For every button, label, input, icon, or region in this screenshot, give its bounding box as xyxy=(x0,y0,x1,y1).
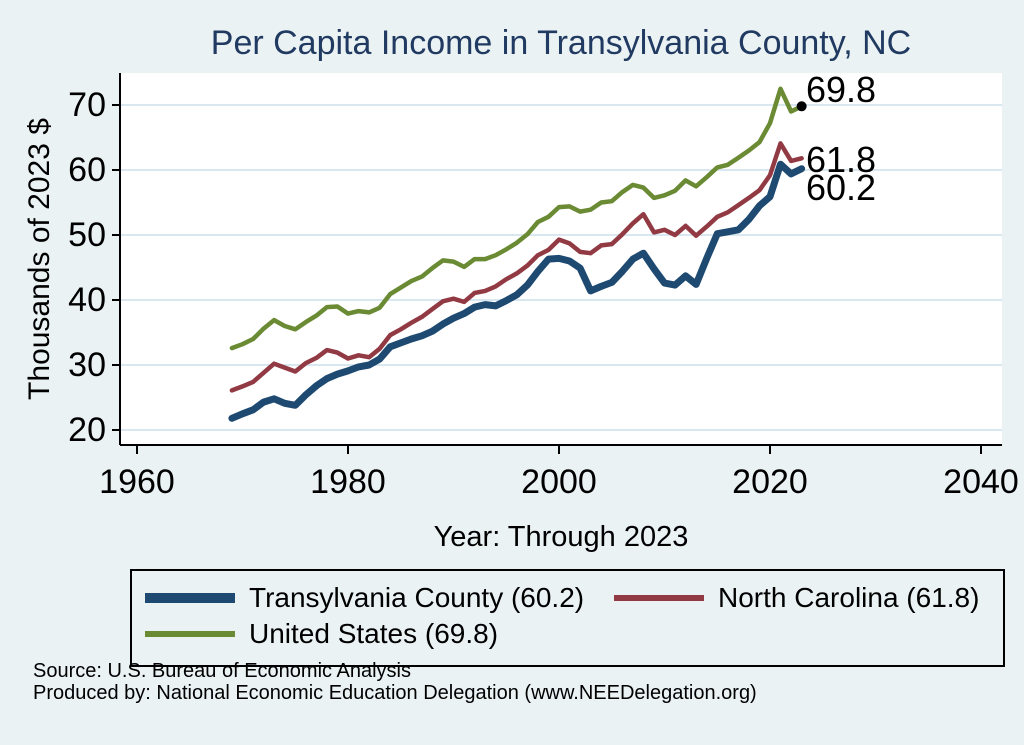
y-tick-label-50: 50 xyxy=(68,216,106,254)
y-tick-label-60: 60 xyxy=(68,151,106,189)
y-axis-title: Thousands of 2023 $ xyxy=(23,118,56,400)
footer-source: Source: U.S. Bureau of Economic Analysis xyxy=(33,660,411,682)
legend-label-north-carolina: North Carolina (61.8) xyxy=(718,582,980,613)
legend-label-united-states: United States (69.8) xyxy=(249,618,499,649)
y-tick-label-20: 20 xyxy=(68,411,106,449)
x-tick-label-2040: 2040 xyxy=(943,463,1019,501)
x-axis-title: Year: Through 2023 xyxy=(433,521,689,553)
y-tick-label-70: 70 xyxy=(68,86,106,124)
legend-label-transylvania-county: Transylvania County (60.2) xyxy=(249,582,585,613)
y-tick-label-30: 30 xyxy=(68,346,106,384)
series-line-transylvania-county xyxy=(228,160,806,422)
legend-item-north-carolina: North Carolina (61.8) xyxy=(614,580,1003,616)
x-tick-label-1980: 1980 xyxy=(310,463,386,501)
x-tick-label-2000: 2000 xyxy=(521,463,597,501)
x-tick-label-2020: 2020 xyxy=(732,463,808,501)
y-tick-label-40: 40 xyxy=(68,281,106,319)
footer: Source: U.S. Bureau of Economic Analysis… xyxy=(33,660,757,704)
x-tick-label-1960: 1960 xyxy=(99,463,175,501)
series-line-north-carolina xyxy=(229,141,804,393)
series-end-marker xyxy=(796,101,807,112)
legend: Transylvania County (60.2) North Carolin… xyxy=(130,569,1005,667)
legend-swatch-north-carolina xyxy=(614,595,704,601)
legend-item-transylvania-county: Transylvania County (60.2) xyxy=(145,580,614,616)
end-label-transylvania-county: 60.2 xyxy=(806,167,877,208)
end-label-united-states: 69.8 xyxy=(806,69,877,110)
legend-swatch-transylvania-county xyxy=(145,593,235,603)
end-label-north-carolina: 61.8 xyxy=(806,139,877,180)
series-line-united-states xyxy=(229,86,804,351)
legend-swatch-united-states xyxy=(145,631,235,637)
chart-title: Per Capita Income in Transylvania County… xyxy=(210,24,912,62)
legend-item-united-states: United States (69.8) xyxy=(145,616,614,652)
footer-produced-by: Produced by: National Economic Education… xyxy=(33,682,757,704)
